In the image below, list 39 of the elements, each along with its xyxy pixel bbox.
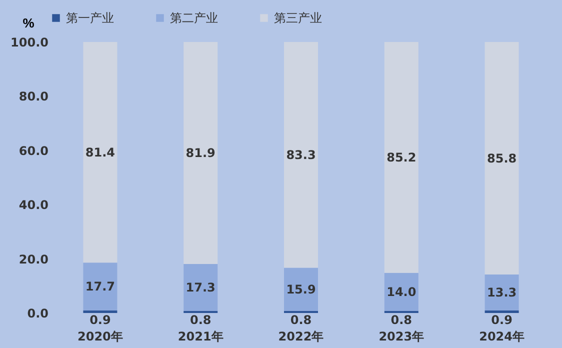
bar [184, 42, 218, 264]
data-label: 85.8 [486, 151, 517, 166]
bar [184, 264, 218, 311]
data-label: 81.4 [85, 145, 116, 160]
data-label: 81.9 [186, 146, 216, 160]
legend-label: 第一产业 [66, 11, 114, 25]
data-label: 0.8 [290, 313, 312, 327]
bar [284, 268, 318, 311]
y-tick-label: 20.0 [18, 252, 48, 266]
data-label: 15.9 [286, 282, 316, 296]
data-label: 0.8 [390, 313, 412, 327]
y-tick-label: 100.0 [10, 36, 48, 50]
x-tick-label: 2021年 [178, 330, 224, 344]
x-tick-label: 2020年 [77, 330, 123, 344]
bar [384, 42, 418, 273]
x-tick-label: 2022年 [278, 330, 324, 344]
data-label: 85.2 [386, 150, 416, 164]
data-label: 13.3 [486, 286, 517, 300]
data-label: 0.9 [491, 313, 512, 327]
x-tick-label: 2024年 [479, 330, 525, 344]
data-label: 0.9 [90, 313, 111, 327]
bar [484, 42, 519, 275]
bar [284, 42, 318, 268]
y-axis-title: % [22, 16, 35, 30]
data-label: 17.7 [85, 280, 116, 294]
x-tick-label: 2023年 [378, 330, 424, 344]
bar [83, 42, 118, 263]
data-label: 17.3 [186, 280, 216, 294]
legend-label: 第二产业 [170, 11, 218, 25]
y-tick-label: 0.0 [27, 306, 48, 320]
legend-label: 第三产业 [274, 11, 322, 25]
bar [384, 272, 418, 311]
bar [83, 262, 118, 311]
data-label: 14.0 [386, 284, 416, 299]
data-label: 83.3 [286, 148, 316, 162]
y-tick-label: 80.0 [18, 90, 48, 104]
y-tick-label: 40.0 [18, 198, 48, 212]
y-tick-label: 60.0 [18, 144, 48, 158]
data-label: 0.8 [190, 313, 212, 327]
